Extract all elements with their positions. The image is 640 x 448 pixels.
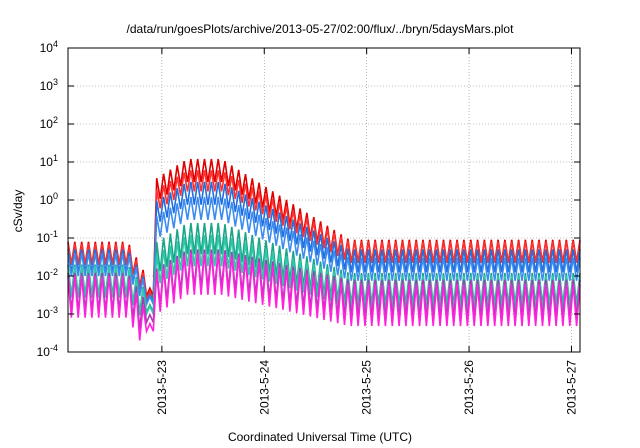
y-tick-label: 101	[40, 153, 58, 169]
y-tick-label: 10-4	[37, 343, 58, 359]
x-tick-label: 2013-5-23	[155, 360, 169, 415]
x-axis-label: Coordinated Universal Time (UTC)	[227, 430, 413, 444]
x-tick-label: 2013-5-26	[462, 360, 476, 415]
y-tick-label: 10-3	[37, 305, 58, 321]
x-tick-label: 2013-5-25	[360, 360, 374, 415]
y-tick-label: 10-1	[37, 229, 58, 245]
y-tick-label: 103	[40, 77, 58, 93]
series-line-7	[67, 253, 581, 341]
y-tick-label: 104	[40, 39, 58, 55]
series-line-0	[67, 158, 581, 299]
chart-title: /data/run/goesPlots/archive/2013-05-27/0…	[126, 22, 514, 36]
x-tick-label: 2013-5-27	[564, 360, 578, 415]
y-tick-label: 102	[40, 115, 58, 131]
y-tick-label: 100	[40, 191, 58, 207]
x-tick-label: 2013-5-24	[257, 360, 271, 415]
y-tick-label: 10-2	[37, 267, 58, 283]
